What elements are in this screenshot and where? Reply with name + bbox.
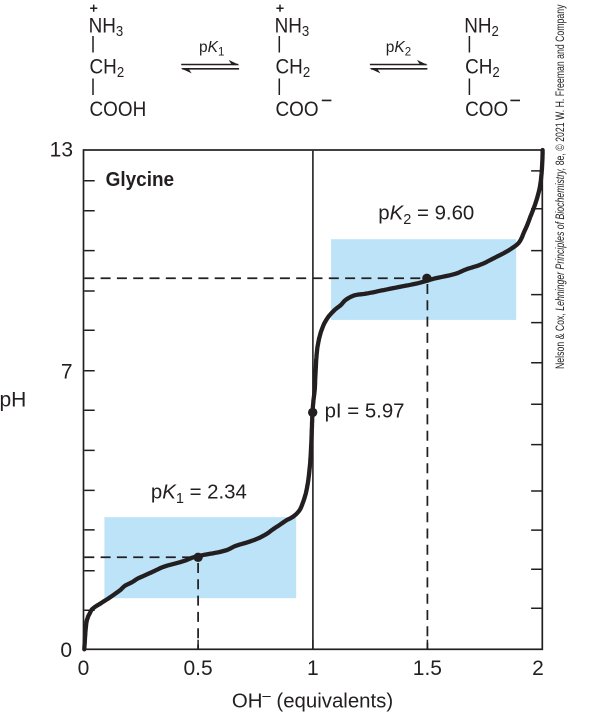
svg-text:0: 0 — [60, 639, 72, 662]
svg-text:OH– (equivalents): OH– (equivalents) — [232, 688, 393, 713]
svg-text:pI = 5.97: pI = 5.97 — [325, 400, 405, 422]
svg-text:7: 7 — [61, 360, 73, 383]
svg-text:pH: pH — [0, 388, 26, 411]
svg-text:pK2 = 9.60: pK2 = 9.60 — [378, 203, 474, 229]
svg-text:0: 0 — [78, 657, 90, 680]
svg-text:COO: COO — [465, 98, 508, 121]
svg-text:Nelson & Cox, Lehninger Princi: Nelson & Cox, Lehninger Principles of Bi… — [555, 4, 567, 369]
svg-text:2: 2 — [532, 657, 544, 680]
svg-text:1: 1 — [307, 657, 319, 680]
svg-text:COOH: COOH — [90, 98, 147, 121]
svg-text:pK1 = 2.34: pK1 = 2.34 — [151, 482, 247, 508]
svg-text:1.5: 1.5 — [413, 657, 442, 680]
svg-text:13: 13 — [50, 139, 73, 162]
svg-text:Glycine: Glycine — [106, 168, 175, 191]
svg-text:0.5: 0.5 — [183, 657, 212, 680]
svg-text:COO: COO — [276, 98, 319, 121]
